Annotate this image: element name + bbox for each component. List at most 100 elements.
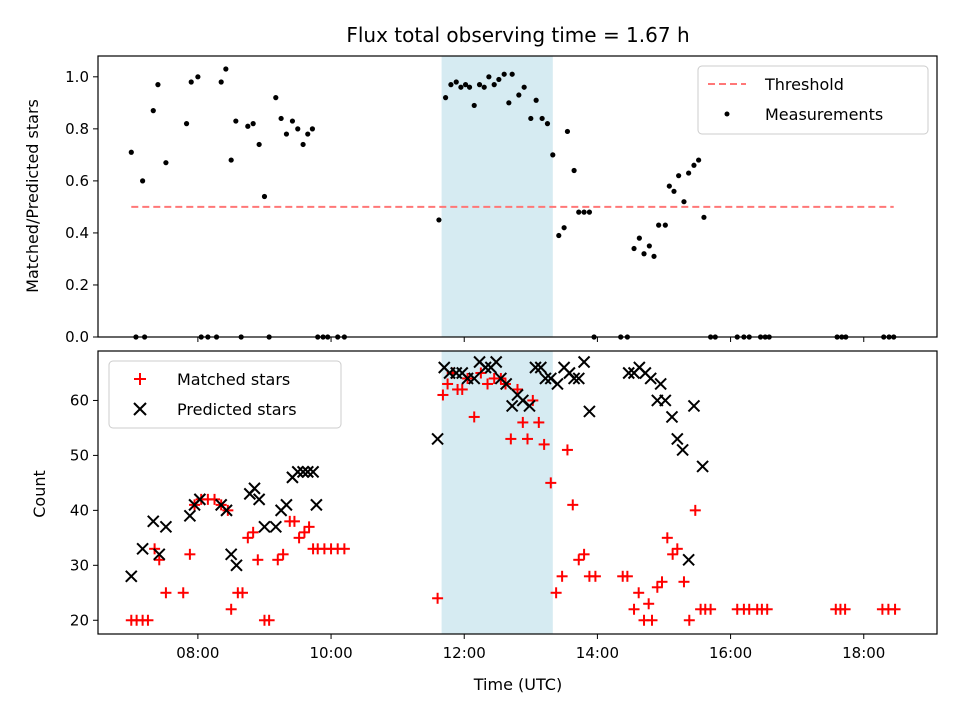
y-tick-label: 50 — [70, 446, 89, 464]
marker-stroke — [659, 394, 672, 407]
marker-stroke — [306, 465, 320, 479]
matched-star-marker — [643, 598, 655, 610]
measurement-point — [486, 74, 492, 80]
marker-stroke — [696, 460, 709, 473]
marker-stroke — [220, 504, 233, 517]
marker-stroke — [539, 372, 552, 385]
measurement-point — [448, 82, 454, 88]
marker-stroke — [489, 355, 503, 369]
predicted-star-marker — [682, 553, 695, 567]
marker-stroke — [258, 520, 271, 534]
measurement-point — [544, 121, 551, 127]
matched-star-marker — [545, 477, 557, 489]
measurement-point — [188, 79, 194, 85]
y-tick-label: 20 — [70, 611, 89, 629]
marker-stroke — [644, 372, 657, 385]
measurement-point — [671, 188, 677, 194]
measurement-point — [471, 102, 477, 109]
measurement-point — [245, 123, 251, 129]
matched-star-marker — [252, 554, 264, 566]
matched-star-marker — [293, 532, 305, 544]
predicted-star-marker — [183, 509, 197, 523]
predicted-star-marker — [654, 377, 667, 391]
predicted-star-marker — [671, 432, 684, 446]
marker-stroke — [687, 399, 701, 413]
matched-star-marker — [671, 543, 683, 555]
y-tick-label: 40 — [70, 501, 89, 519]
measurement-point — [305, 131, 311, 137]
matched-star-marker — [561, 444, 573, 456]
legend-predicted-swatch — [133, 402, 147, 416]
marker-stroke — [136, 542, 149, 556]
x-tick-label: 16:00 — [709, 644, 752, 662]
measurement-point — [128, 149, 134, 155]
marker-stroke — [125, 570, 138, 583]
predicted-star-marker — [153, 548, 166, 561]
marker-stroke — [431, 432, 444, 446]
predicted-star-marker — [567, 372, 581, 385]
measurement-point — [496, 76, 502, 83]
measurement-point — [218, 79, 224, 85]
measurement-point — [273, 95, 279, 101]
matched-star-marker — [678, 576, 690, 588]
matched-star-marker — [705, 603, 717, 615]
matched-star-marker — [621, 570, 633, 582]
measurement-point — [701, 214, 707, 220]
measurement-point — [155, 82, 161, 88]
measurement-point — [509, 71, 515, 77]
marker-stroke — [153, 548, 166, 561]
legend-matched-label: Matched stars — [177, 370, 290, 389]
measurement-point — [651, 253, 657, 259]
predicted-star-marker — [125, 570, 138, 583]
measurement-point — [696, 157, 702, 163]
predicted-star-marker — [489, 355, 503, 369]
matched-star-marker — [533, 416, 545, 428]
y-tick-label: 0.6 — [65, 172, 89, 190]
marker-stroke — [551, 377, 564, 391]
measurement-point — [250, 121, 256, 127]
matched-star-marker — [277, 548, 289, 560]
x-tick-label: 18:00 — [842, 644, 885, 662]
measurement-point — [442, 95, 449, 101]
top-y-axis-label: Matched/Predicted stars — [23, 99, 42, 293]
marker-stroke — [224, 548, 238, 561]
marker-stroke — [479, 361, 492, 374]
marker-stroke — [310, 498, 323, 512]
predicted-star-marker — [258, 520, 271, 534]
measurement-point — [681, 199, 687, 205]
measurement-point — [521, 84, 527, 90]
matched-star-marker — [288, 515, 300, 527]
measurement-point — [491, 82, 497, 88]
marker-stroke — [473, 355, 486, 369]
marker-stroke — [147, 515, 160, 528]
measurement-point — [631, 245, 637, 252]
matched-star-marker — [512, 383, 523, 395]
marker-stroke — [183, 509, 197, 523]
marker-stroke — [583, 405, 596, 418]
matched-star-marker — [242, 532, 254, 544]
predicted-star-marker — [301, 465, 314, 479]
predicted-star-marker — [534, 361, 548, 374]
highlight-span — [441, 351, 553, 634]
measurement-point — [686, 170, 692, 176]
marker-stroke — [654, 377, 667, 391]
measurement-point — [501, 71, 507, 77]
measurement-point — [506, 100, 512, 106]
marker-stroke — [499, 377, 513, 391]
measurement-point — [283, 131, 290, 137]
measurement-point — [150, 108, 156, 114]
marker-stroke — [159, 520, 173, 534]
matched-star-marker — [661, 532, 673, 544]
marker-stroke — [567, 372, 581, 385]
predicted-star-marker — [310, 498, 323, 512]
top-legend-box — [697, 65, 929, 135]
matched-star-marker — [209, 493, 221, 505]
measurement-point — [576, 209, 582, 215]
matched-star-marker — [456, 383, 468, 395]
matched-star-marker — [689, 504, 701, 516]
predicted-star-marker — [224, 548, 238, 561]
measurement-points-layer — [128, 66, 897, 340]
matched-star-marker — [142, 614, 154, 626]
bottom-legend: Matched stars Predicted stars — [108, 360, 342, 429]
predicted-star-marker — [499, 377, 513, 391]
